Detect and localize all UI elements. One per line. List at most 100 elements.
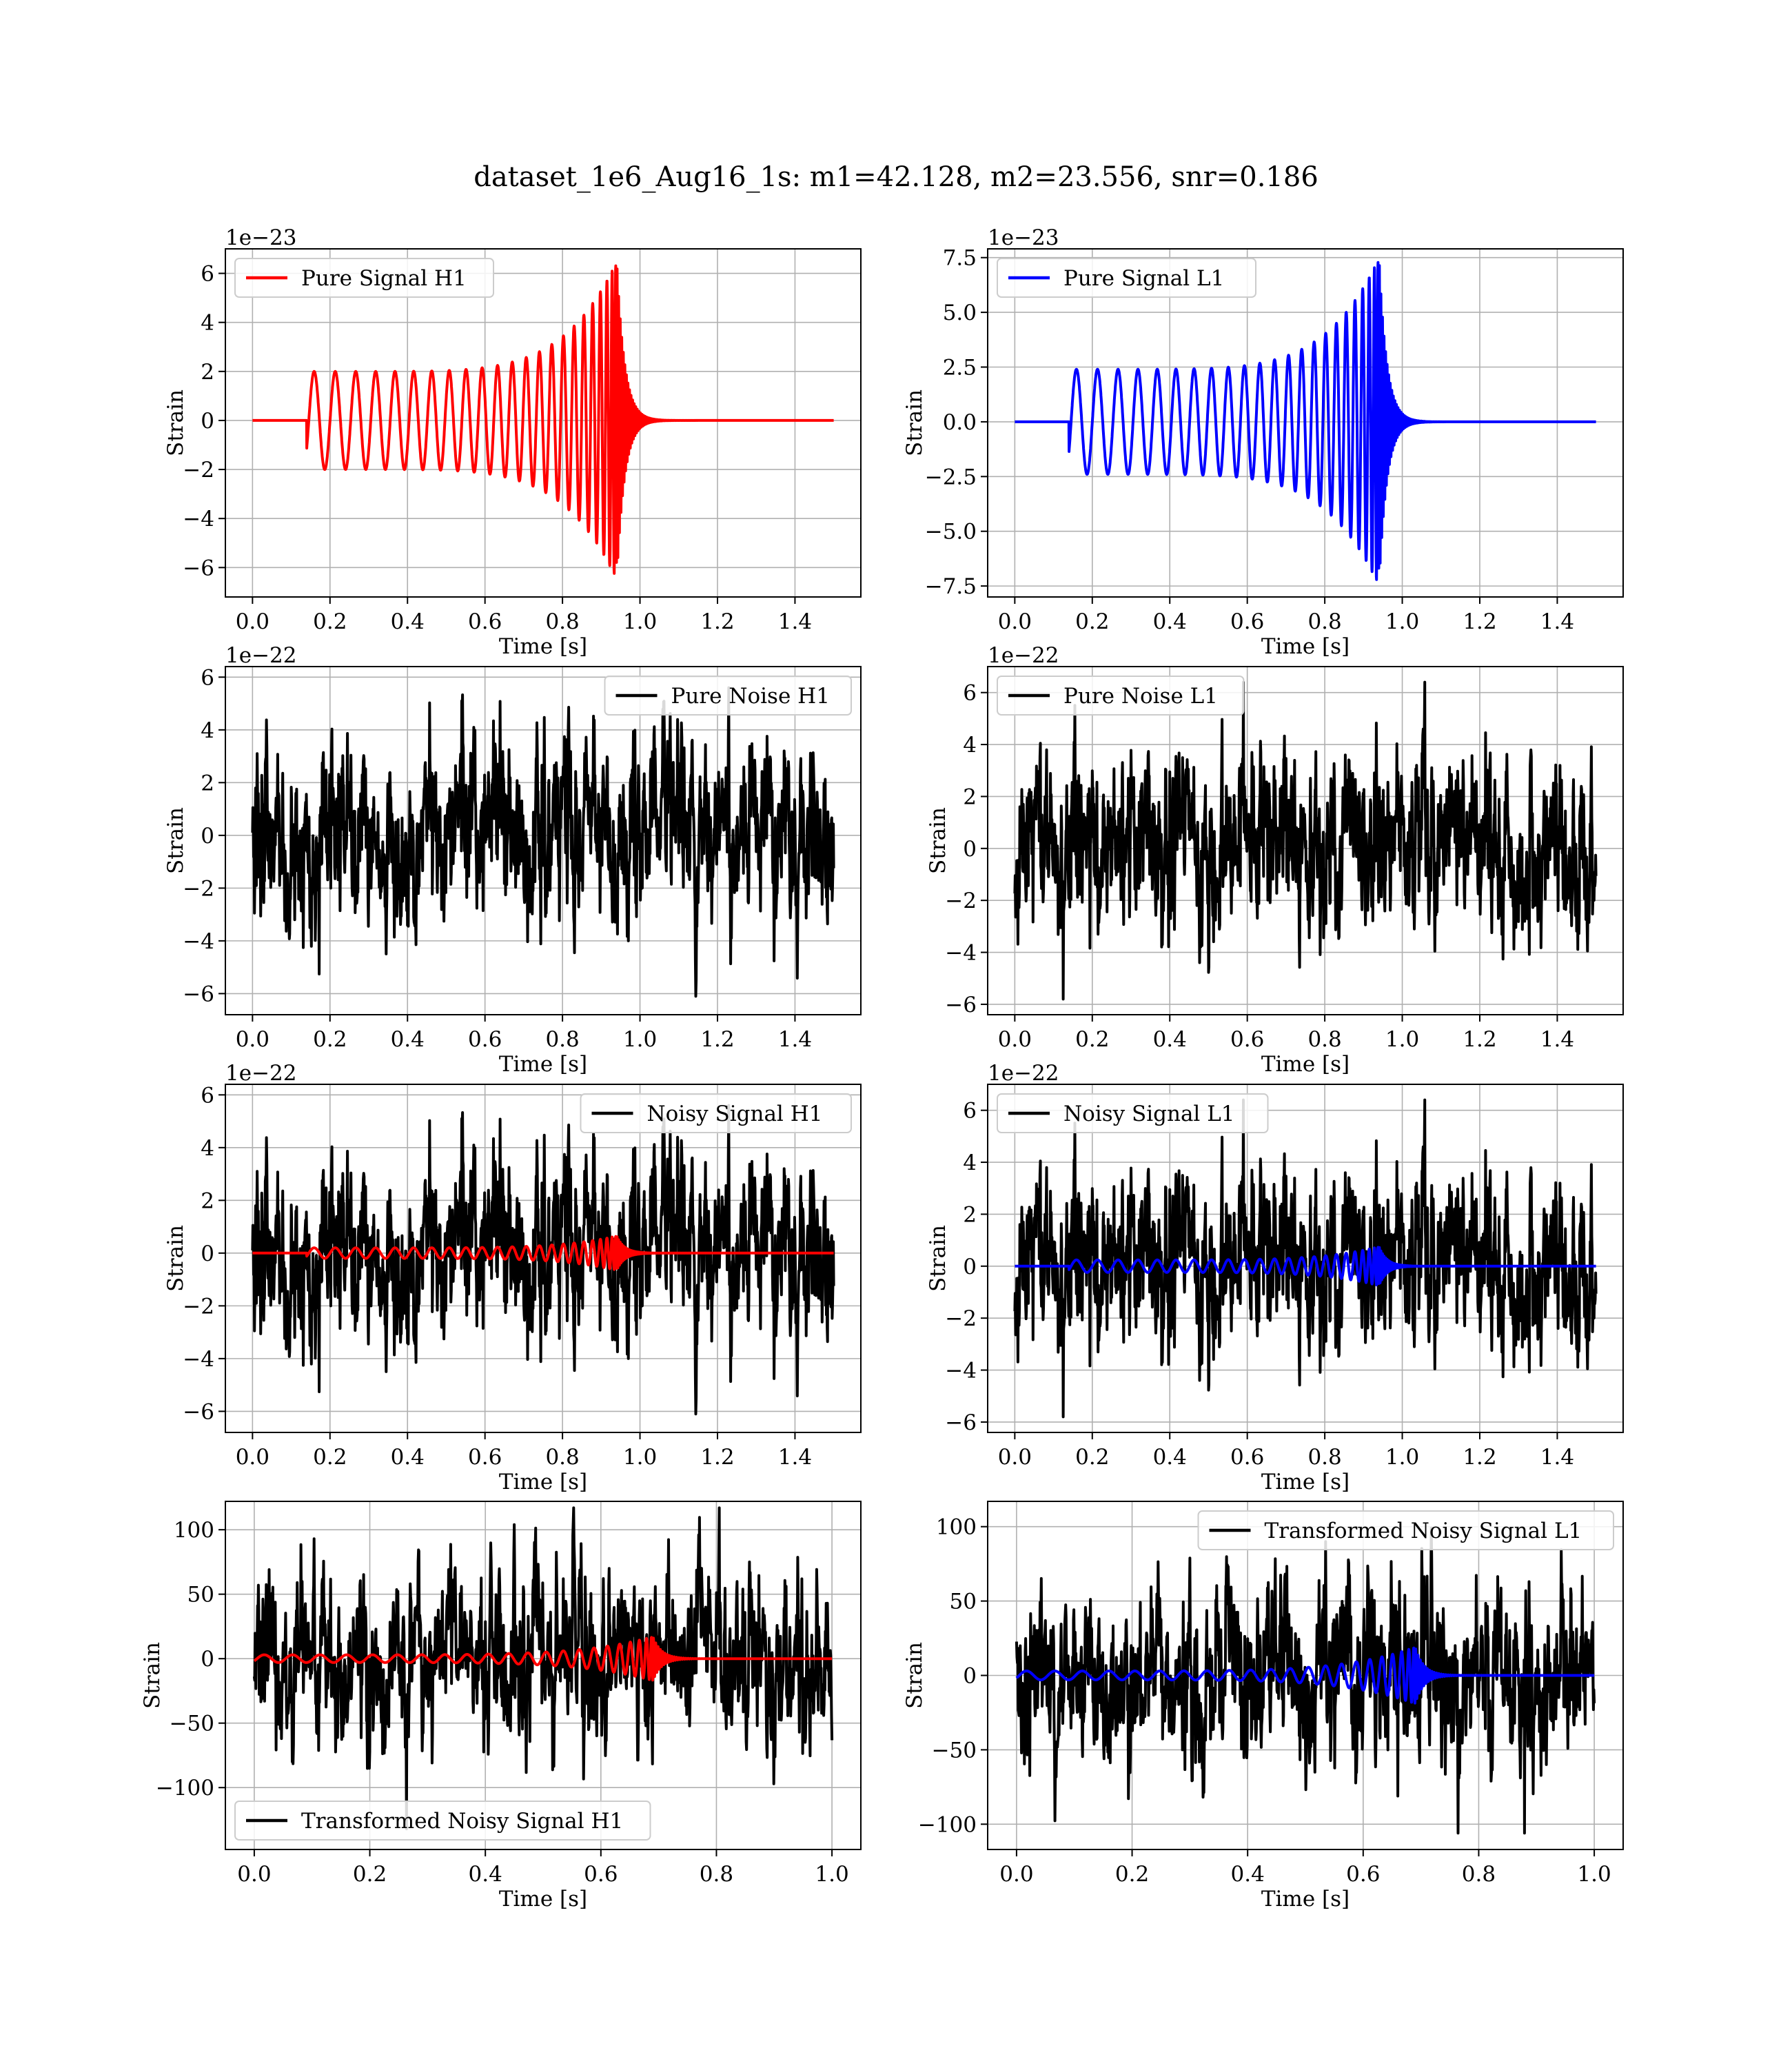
chart-panel-pure-signal-l1: 0.0 0.2 0.4 0.6 0.8 1.0 1.2 1.4 −7.5 −5.0 −2.5 0.0 2…	[902, 225, 1624, 659]
legend-label: Transformed Noisy Signal H1	[301, 1809, 623, 1834]
y-tick-label: 4	[963, 733, 977, 758]
y-tick-label: −2	[183, 1294, 214, 1319]
y-tick-label: 0	[201, 1241, 214, 1266]
x-tick-label: 0.0	[998, 1445, 1032, 1470]
series-line-signal-overlay	[1013, 1246, 1598, 1286]
y-tick-label: −4	[183, 929, 214, 954]
y-tick-label: 5.0	[943, 301, 977, 325]
x-tick-label: 1.2	[1463, 1027, 1496, 1052]
y-tick-label: 50	[187, 1583, 214, 1608]
y-tick-label: 6	[201, 262, 214, 287]
y-tick-label: −5.0	[925, 520, 977, 545]
y-tick-label: 2	[201, 1188, 214, 1213]
x-tick-label: 0.0	[236, 609, 269, 634]
y-tick-label: −6	[945, 1410, 977, 1435]
y-tick-label: 0	[201, 824, 214, 849]
legend-label: Noisy Signal L1	[1063, 1102, 1235, 1126]
chart-panel-noisy-signal-l1: 0.0 0.2 0.4 0.6 0.8 1.0 1.2 1.4 −6 −4 −2 0 2 4 6 Time […	[926, 1061, 1624, 1494]
x-axis-label: Time [s]	[1261, 1470, 1350, 1494]
legend-box	[1197, 1510, 1614, 1550]
y-tick-label: 6	[963, 681, 977, 706]
y-tick-label: 4	[201, 1136, 214, 1161]
legend: Pure Signal H1	[234, 258, 494, 298]
legend-label: Pure Noise H1	[671, 684, 830, 709]
y-axis-label: Strain	[902, 389, 927, 456]
x-axis-label: Time [s]	[1261, 1052, 1350, 1077]
x-tick-label: 1.4	[1540, 609, 1574, 634]
figure-title: dataset_1e6_Aug16_1s: m1=42.128, m2=23.5…	[474, 161, 1318, 193]
y-axis-label: Strain	[926, 807, 950, 874]
x-tick-label: 1.4	[778, 1027, 812, 1052]
x-tick-label: 0.6	[468, 609, 502, 634]
y-tick-label: 6	[201, 665, 214, 690]
chart-panel-noisy-signal-h1: 0.0 0.2 0.4 0.6 0.8 1.0 1.2 1.4 −6 −4 −2 0 2 4 6 Time […	[163, 1061, 862, 1494]
x-axis-label: Time [s]	[499, 634, 587, 659]
axes-frame	[987, 1084, 1624, 1433]
y-tick-label: −6	[183, 556, 214, 580]
axes-frame	[225, 248, 862, 598]
y-tick-label: 2.5	[943, 356, 977, 381]
x-tick-label: 1.2	[1463, 609, 1496, 634]
x-tick-label: 1.4	[1540, 1445, 1574, 1470]
y-tick-label: 0	[963, 1664, 977, 1689]
x-tick-label: 1.0	[623, 609, 657, 634]
x-tick-label: 1.0	[815, 1862, 848, 1887]
x-tick-label: 0.0	[236, 1027, 269, 1052]
x-tick-label: 0.8	[1307, 609, 1341, 634]
y-tick-label: 0	[201, 1647, 214, 1672]
x-tick-label: 0.4	[391, 1445, 425, 1470]
x-tick-label: 0.4	[1153, 1445, 1187, 1470]
y-tick-label: −6	[183, 1399, 214, 1424]
plot-area	[251, 686, 835, 998]
y-axis-label: Strain	[926, 1225, 950, 1292]
x-tick-label: 0.6	[1230, 609, 1264, 634]
y-axis-label: Strain	[163, 807, 188, 874]
legend: Transformed Noisy Signal H1	[234, 1801, 651, 1841]
y-tick-label: −2.5	[925, 465, 977, 489]
x-tick-label: 1.0	[1385, 1027, 1419, 1052]
chart-panel-pure-noise-l1: 0.0 0.2 0.4 0.6 0.8 1.0 1.2 1.4 −6 −4 −2 0 2 4 6 Time […	[926, 643, 1624, 1077]
axes-frame	[225, 666, 862, 1015]
axes-frame	[225, 1501, 862, 1850]
legend: Transformed Noisy Signal L1	[1197, 1510, 1614, 1550]
series-line-signal-overlay	[253, 1636, 833, 1682]
x-tick-label: 1.0	[623, 1445, 657, 1470]
legend-box	[997, 1093, 1269, 1133]
series-line-transformed-noisy-signal-h1	[252, 1506, 834, 1831]
y-tick-label: 0	[963, 1255, 977, 1279]
y-tick-label: −2	[945, 889, 977, 913]
x-tick-label: 0.0	[236, 1445, 269, 1470]
x-tick-label: 1.4	[778, 1445, 812, 1470]
x-tick-label: 0.6	[468, 1445, 502, 1470]
y-tick-label: −2	[183, 458, 214, 483]
x-tick-label: 1.0	[1385, 609, 1419, 634]
legend-label: Noisy Signal H1	[647, 1102, 823, 1126]
x-tick-label: 0.2	[1075, 609, 1109, 634]
chart-panel-transformed-noisy-signal-h1: 0.0 0.2 0.4 0.6 0.8 1.0 −100 −50 0 50 100 Time [s] S…	[140, 1501, 862, 1912]
x-axis-label: Time [s]	[499, 1470, 587, 1494]
x-tick-label: 0.8	[545, 609, 579, 634]
x-tick-label: 1.0	[1385, 1445, 1419, 1470]
x-tick-label: 0.2	[1075, 1027, 1109, 1052]
y-tick-label: 2	[963, 1202, 977, 1227]
y-tick-label: −4	[183, 1347, 214, 1372]
legend: Pure Noise H1	[604, 676, 852, 716]
axis-offset-text: 1e−22	[988, 643, 1059, 668]
x-tick-label: 0.2	[353, 1862, 387, 1887]
x-tick-label: 0.0	[998, 1027, 1032, 1052]
x-tick-label: 0.2	[313, 1445, 347, 1470]
x-tick-label: 0.4	[1231, 1862, 1265, 1887]
y-tick-label: 100	[174, 1518, 214, 1543]
x-tick-label: 0.6	[1346, 1862, 1380, 1887]
y-tick-label: 7.5	[943, 246, 977, 271]
x-axis-label: Time [s]	[499, 1052, 587, 1077]
y-tick-label: 4	[963, 1150, 977, 1175]
x-axis-label: Time [s]	[1261, 634, 1350, 659]
y-tick-label: 4	[201, 718, 214, 743]
x-tick-label: 1.4	[778, 609, 812, 634]
y-tick-label: 2	[963, 784, 977, 809]
y-tick-label: −4	[945, 1359, 977, 1383]
axis-offset-text: 1e−23	[225, 225, 297, 250]
legend-box	[234, 1801, 651, 1841]
